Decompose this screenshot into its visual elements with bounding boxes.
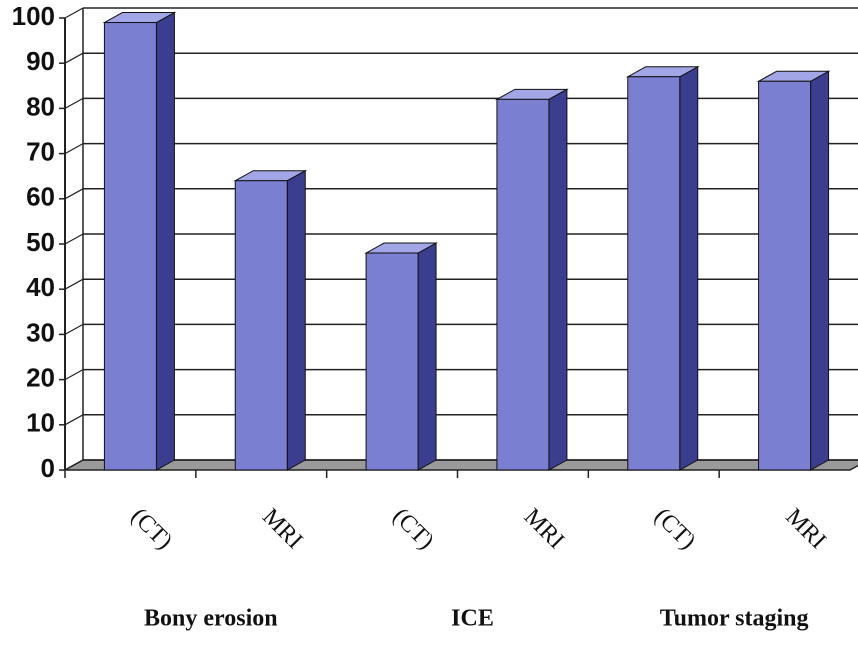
grid-diagonal: [64, 369, 84, 381]
bar: [758, 80, 812, 471]
y-tick-label: 20: [26, 362, 55, 392]
y-tick-label: 90: [26, 46, 55, 76]
bar-side: [548, 88, 568, 471]
bar: [627, 76, 681, 471]
bar: [365, 252, 419, 471]
bar-side: [810, 70, 830, 471]
y-tick-label: 30: [26, 317, 55, 347]
x-tick-label: (CT): [649, 503, 700, 554]
y-tick-label: 100: [12, 1, 55, 31]
group-label: Bony erosion: [144, 606, 278, 632]
bar-side: [155, 11, 175, 471]
grid-diagonal: [64, 233, 84, 245]
grid-diagonal: [64, 323, 84, 335]
x-tick-label: (CT): [387, 503, 438, 554]
y-tick-label: 70: [26, 136, 55, 166]
bar-side: [417, 242, 437, 471]
y-tick-label: 50: [26, 227, 55, 257]
y-tick-label: 40: [26, 272, 55, 302]
x-tick-label: (CT): [126, 503, 177, 554]
grid-diagonal: [64, 97, 84, 109]
bar: [496, 98, 550, 471]
y-tick-label: 80: [26, 91, 55, 121]
bar: [234, 180, 288, 471]
group-label: ICE: [451, 606, 494, 632]
floor: [62, 459, 858, 471]
grid-diagonal: [64, 143, 84, 155]
grid-diagonal: [64, 278, 84, 290]
grid-diagonal: [64, 459, 84, 471]
y-tick-label: 10: [26, 408, 55, 438]
y-tick-label: 0: [41, 453, 55, 483]
x-tick-label: MRI: [257, 504, 307, 554]
bar-side: [679, 65, 699, 471]
bar-side: [286, 169, 306, 471]
grid-diagonal: [64, 52, 84, 64]
grid-diagonal: [64, 188, 84, 200]
x-tick-label: MRI: [519, 504, 569, 554]
y-tick-label: 60: [26, 182, 55, 212]
group-label: Tumor staging: [660, 606, 809, 632]
bar: [103, 22, 157, 471]
grid-diagonal: [64, 7, 84, 19]
x-tick-label: MRI: [780, 504, 830, 554]
grid-diagonal: [64, 414, 84, 426]
